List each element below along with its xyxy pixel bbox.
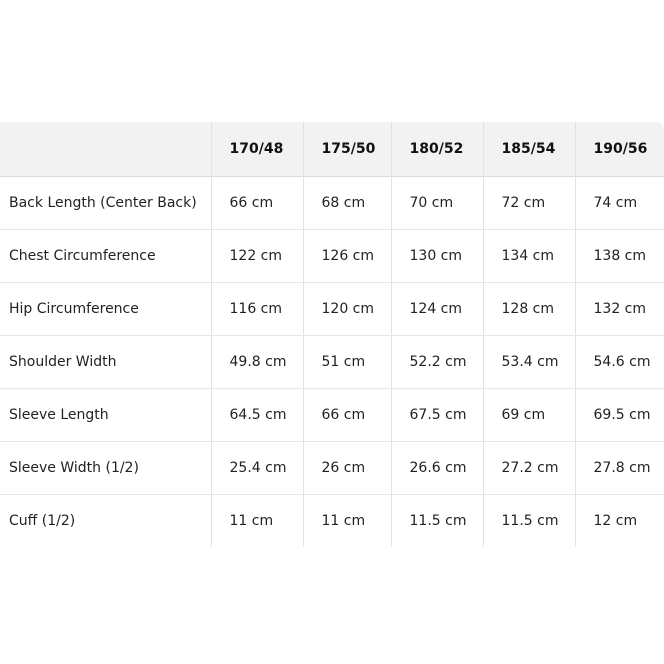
size-header: 190/56 <box>574 122 664 177</box>
measurement-label: Sleeve Width (1/2) <box>0 441 211 495</box>
measurement-value: 128 cm <box>482 282 575 336</box>
measurement-value: 69 cm <box>482 388 575 442</box>
size-header: 170/48 <box>210 122 303 177</box>
measurement-value: 64.5 cm <box>210 388 303 442</box>
measurement-value: 67.5 cm <box>390 388 483 442</box>
table-row: Shoulder Width 49.8 cm 51 cm 52.2 cm 53.4 cm… <box>0 335 664 389</box>
measurement-label: Shoulder Width <box>0 335 211 389</box>
measurement-value: 53.4 cm <box>482 335 575 389</box>
measurement-value: 68 cm <box>302 176 391 230</box>
measurement-value: 49.8 cm <box>210 335 303 389</box>
measurement-value: 72 cm <box>482 176 575 230</box>
size-header: 185/54 <box>482 122 575 177</box>
measurement-value: 11 cm <box>210 494 303 547</box>
measurement-label: Cuff (1/2) <box>9 512 76 529</box>
measurement-value: 124 cm <box>390 282 483 336</box>
measurement-value: 130 cm <box>390 229 483 283</box>
measurement-value: 66 cm <box>210 176 303 230</box>
measurement-value: 122 cm <box>210 229 303 283</box>
measurement-value: 11.5 cm <box>482 494 575 547</box>
size-header: 175/50 <box>302 122 391 177</box>
table-row: Cuff (1/2) 11 cm 11 cm 11.5 cm 11.5 cm 12 cm <box>0 494 664 547</box>
table-row: Hip Circumference 116 cm 120 cm 124 cm 128 c… <box>0 282 664 336</box>
measurement-value: 54.6 cm <box>574 335 664 389</box>
size-header: 180/52 <box>390 122 483 177</box>
measurement-value: 138 cm <box>574 229 664 283</box>
measurement-value: 25.4 cm <box>210 441 303 495</box>
measurement-value: 70 cm <box>390 176 483 230</box>
measurement-value: 116 cm <box>210 282 303 336</box>
measurement-value: 12 cm <box>574 494 664 547</box>
measurement-value: 27.8 cm <box>574 441 664 495</box>
table-row: Sleeve Width (1/2) 25.4 cm 26 cm 26.6 cm 27.… <box>0 441 664 495</box>
header-corner <box>0 122 211 177</box>
measurement-label: Chest Circumference <box>0 229 211 283</box>
measurement-value: 26 cm <box>302 441 391 495</box>
measurement-value: 134 cm <box>482 229 575 283</box>
table-row: Sleeve Length 64.5 cm 66 cm 67.5 cm 69 cm 69.… <box>0 388 664 442</box>
measurement-value: 27.2 cm <box>482 441 575 495</box>
measurement-value: 69.5 cm <box>574 388 664 442</box>
measurement-value: 11.5 cm <box>390 494 483 547</box>
measurement-value: 66 cm <box>302 388 391 442</box>
header-row: 170/48 175/50 180/52 185/54 190/56 <box>0 122 664 177</box>
size-table: 170/48 175/50 180/52 185/54 190/56 Back Leng… <box>0 122 664 547</box>
size-chart: 170/48 175/50 180/52 185/54 190/56 Back Leng… <box>0 122 664 547</box>
measurement-value: 11 cm <box>302 494 391 547</box>
measurement-label: Sleeve Length <box>0 388 211 442</box>
measurement-value: 51 cm <box>302 335 391 389</box>
measurement-label: Back Length (Center Back) <box>0 176 211 230</box>
measurement-label: Hip Circumference <box>0 282 211 336</box>
measurement-value: 74 cm <box>574 176 664 230</box>
measurement-value: 26.6 cm <box>390 441 483 495</box>
measurement-value: 120 cm <box>302 282 391 336</box>
measurement-value: 52.2 cm <box>390 335 483 389</box>
measurement-value: 126 cm <box>302 229 391 283</box>
measurement-value: 132 cm <box>574 282 664 336</box>
table-row: Back Length (Center Back) 66 cm 68 cm 70 cm… <box>0 176 664 230</box>
table-row: Chest Circumference 122 cm 126 cm 130 cm 134… <box>0 229 664 283</box>
